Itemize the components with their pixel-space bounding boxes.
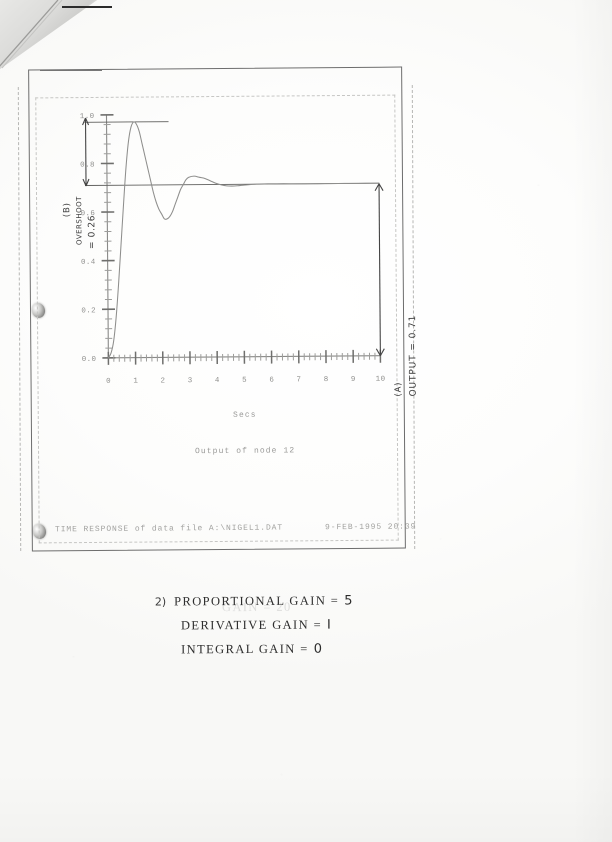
x-axis-tick-label: 4: [215, 377, 220, 385]
gain-value: 0: [313, 641, 324, 657]
gain-value: I: [326, 617, 333, 633]
y-axis-tick-label: 1.0: [80, 113, 95, 121]
reference-line-peak-level: [84, 121, 169, 123]
x-axis-tick-label: 5: [242, 377, 247, 385]
gain-label: INTEGRAL GAIN =: [181, 641, 309, 657]
annotation-measure-bars: [82, 117, 385, 356]
annotation-overshoot-tag: (B): [62, 202, 73, 218]
scan-edge-shadow-bottom: [0, 772, 612, 842]
folded-paper-corner: [0, 0, 100, 72]
x-axis-ticks: 0 1 2 3 4 5 6 7 8 9 10: [106, 349, 386, 386]
plot-axes: [105, 114, 381, 359]
annotation-output-tag: (A): [393, 381, 404, 397]
x-axis-tick-label: 9: [351, 376, 356, 384]
time-response-plot: 0.0 0.2 0.4 0.6 0.8 1.0 0 1 2 3 4 5 6 7 8 9 10 Secs Out…: [28, 67, 419, 550]
gain-line: INTEGRAL GAIN = 0: [155, 641, 354, 666]
fold-top-rule: [62, 6, 112, 8]
gain-line: DERIVATIVE GAIN = I: [155, 617, 354, 642]
plot-caption: Output of node 12: [195, 446, 295, 456]
x-axis-title: Secs: [233, 411, 257, 420]
y-axis-tick-label: 0.8: [80, 162, 95, 170]
plot-canvas: 0.0 0.2 0.4 0.6 0.8 1.0 0 1 2 3 4 5 6 7 8 9 10 Secs Out…: [80, 113, 386, 456]
x-axis-tick-label: 10: [376, 376, 386, 384]
x-axis-tick-label: 7: [296, 376, 301, 384]
y-axis-tick-label: 0.0: [82, 356, 97, 364]
gain-label: DERIVATIVE GAIN =: [180, 617, 323, 633]
x-axis-tick-label: 1: [133, 378, 138, 386]
x-axis-tick-label: 0: [106, 378, 111, 386]
annotation-output-value: OUTPUT = 0.71: [408, 314, 419, 397]
y-axis-ticks: 0.0 0.2 0.4 0.6 0.8 1.0: [80, 113, 116, 364]
gain-label: PROPORTIONAL GAIN =: [174, 593, 340, 609]
x-axis-tick-label: 3: [188, 377, 193, 385]
annotation-overshoot-value: = 0.26: [87, 214, 98, 250]
response-curve: [107, 121, 380, 359]
y-axis-tick-label: 0.4: [81, 259, 96, 267]
gain-settings-block: 2) PROPORTIONAL GAIN = 5 DERIVATIVE GAIN…: [155, 593, 354, 666]
footer-title: TIME RESPONSE of data file A:\NIGEL1.DAT: [54, 523, 284, 535]
gain-item-number: 2): [154, 595, 167, 609]
y-axis-tick-label: 0.6: [81, 210, 96, 218]
plot-reference-lines: [84, 121, 380, 186]
x-axis-tick-label: 8: [324, 376, 329, 384]
fold-crease-lines: [0, 0, 63, 69]
annotation-overshoot-label: OVERSHOOT: [75, 196, 84, 246]
fold-bottom-rule: [40, 70, 102, 71]
scan-edge-shadow-right: [572, 0, 612, 842]
footer-datetime: 9-FEB-1995 20:39: [324, 522, 417, 533]
x-axis-tick-label: 2: [160, 377, 165, 385]
x-axis-tick-label: 6: [269, 377, 274, 385]
gain-line: 2) PROPORTIONAL GAIN = 5: [155, 593, 354, 618]
gain-value: 5: [344, 593, 354, 609]
y-axis-tick-label: 0.2: [81, 307, 96, 315]
